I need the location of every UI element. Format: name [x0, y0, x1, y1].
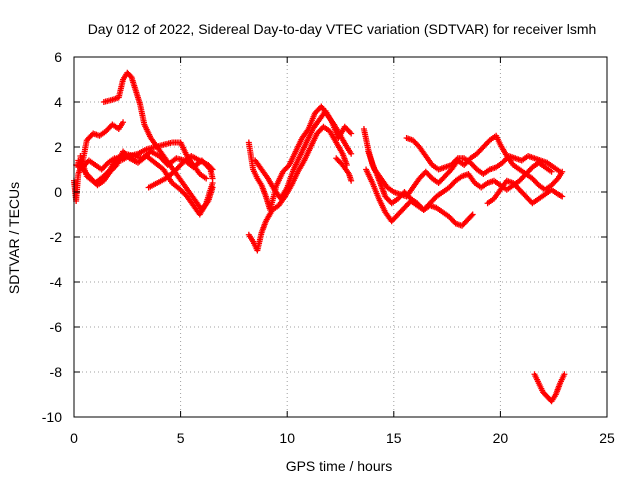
data-point [120, 119, 127, 126]
y-tick-label: 0 [54, 184, 62, 200]
series-arc-15 [484, 177, 566, 207]
y-tick-label: -4 [50, 274, 63, 290]
data-point [208, 165, 215, 172]
data-point [559, 193, 566, 200]
y-tick-label: 6 [54, 49, 62, 65]
data-point [209, 166, 216, 173]
grid [74, 57, 607, 417]
series-arc-10 [333, 155, 355, 184]
data-point [548, 168, 555, 175]
x-tick-label: 15 [386, 430, 402, 446]
data-point [348, 177, 355, 184]
data-point [348, 130, 355, 137]
data-point [557, 168, 564, 175]
y-tick-label: -8 [50, 364, 63, 380]
series-arc-8 [245, 123, 350, 254]
x-tick-label: 25 [599, 430, 615, 446]
data-point [348, 150, 355, 157]
y-tick-label: 4 [54, 94, 62, 110]
axis-ticks: 0 5 10 15 20 25 -10 -8 -6 -4 -2 0 2 4 6 [42, 49, 615, 446]
x-tick-label: 0 [70, 430, 78, 446]
y-tick-label: 2 [54, 139, 62, 155]
data-point [561, 371, 568, 378]
x-tick-label: 5 [177, 430, 185, 446]
y-tick-label: -6 [50, 319, 63, 335]
series-arc-6 [145, 153, 216, 191]
data-point [209, 184, 216, 191]
y-axis-label: SDTVAR / TECUs [6, 182, 22, 294]
x-axis-label: GPS time / hours [286, 458, 393, 474]
series-arc-13 [365, 132, 566, 200]
series-arc-12 [363, 159, 555, 225]
data-point [469, 211, 476, 218]
series-arc-14 [403, 135, 564, 177]
x-tick-label: 20 [493, 430, 509, 446]
y-tick-label: -2 [50, 229, 63, 245]
x-tick-label: 10 [279, 430, 295, 446]
y-tick-label: -10 [42, 409, 62, 425]
data-point [468, 212, 475, 219]
series-arc-16 [531, 371, 568, 405]
chart-title: Day 012 of 2022, Sidereal Day-to-day VTE… [88, 21, 597, 37]
plot-frame [73, 56, 608, 418]
data-point [203, 175, 210, 182]
data-points [71, 69, 568, 405]
data-point [209, 175, 216, 182]
series-arc-9 [252, 108, 355, 202]
series-arc-5 [100, 69, 216, 213]
